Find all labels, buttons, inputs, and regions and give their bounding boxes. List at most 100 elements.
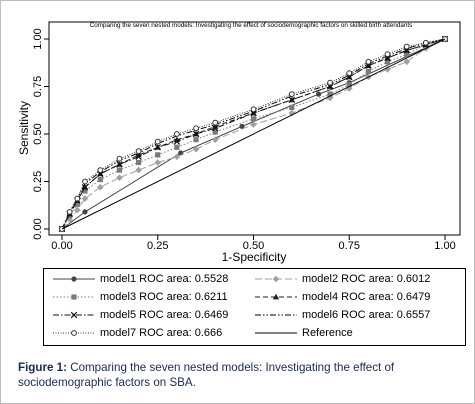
data-point-model7 bbox=[250, 106, 257, 113]
data-point-model7 bbox=[212, 119, 219, 126]
legend-swatch-marker bbox=[272, 293, 280, 300]
data-point-model7 bbox=[327, 79, 334, 86]
series-line-model3 bbox=[61, 38, 446, 230]
data-point-model3 bbox=[346, 82, 352, 88]
roc-chart: Comparing the seven nested models: Inves… bbox=[17, 21, 461, 264]
data-point-model2 bbox=[173, 153, 181, 161]
data-point-model3 bbox=[82, 188, 88, 194]
y-tick-label: 0.00 bbox=[32, 218, 44, 239]
data-point-model3 bbox=[136, 159, 142, 166]
legend-item-model1: model1 ROC area: 0.5528 bbox=[52, 272, 228, 286]
legend-item-model4: model4 ROC area: 0.6479 bbox=[254, 290, 430, 304]
data-point-model7 bbox=[174, 131, 180, 137]
figure-caption: Figure 1: Comparing the seven nested mod… bbox=[18, 360, 458, 390]
legend-label: model1 ROC area: 0.5528 bbox=[100, 273, 229, 285]
data-point-model5 bbox=[116, 161, 123, 168]
legend-item-model6: model6 ROC area: 0.6557 bbox=[254, 308, 430, 322]
data-point-model2 bbox=[74, 206, 81, 214]
data-point-model7 bbox=[66, 209, 73, 215]
data-point-model7 bbox=[97, 167, 104, 174]
data-point-model3 bbox=[289, 104, 295, 110]
data-point-model2 bbox=[403, 58, 410, 66]
data-point-model2 bbox=[192, 145, 200, 153]
data-point-model2 bbox=[97, 183, 104, 191]
data-point-model2 bbox=[154, 159, 162, 166]
data-point-model1 bbox=[239, 123, 245, 129]
data-point-model3 bbox=[74, 201, 80, 207]
data-point-model3 bbox=[365, 68, 371, 74]
caption-label: Figure 1: bbox=[18, 361, 67, 374]
legend-swatch bbox=[53, 311, 95, 319]
data-point-model3 bbox=[174, 144, 180, 150]
data-point-model7 bbox=[74, 195, 81, 202]
data-point-model7 bbox=[365, 58, 372, 65]
data-point-model7 bbox=[135, 148, 142, 155]
legend-swatch bbox=[255, 314, 297, 316]
x-tick-label: 0.25 bbox=[147, 240, 168, 252]
series-line-reference bbox=[61, 38, 446, 230]
legend-swatch bbox=[53, 330, 95, 336]
x-ticks: 0.00 0.25 0.50 0.75 1.00 bbox=[51, 235, 456, 252]
data-point-model2 bbox=[384, 66, 391, 73]
data-point-model7 bbox=[288, 91, 295, 97]
legend-swatch-marker bbox=[71, 276, 77, 282]
x-tick-label: 1.00 bbox=[434, 240, 455, 252]
series-lines bbox=[58, 35, 449, 233]
legend-swatch bbox=[255, 275, 297, 283]
legend-label: model3 ROC area: 0.6211 bbox=[100, 291, 228, 303]
y-tick-label: 0.50 bbox=[32, 123, 44, 144]
data-point-model7 bbox=[422, 39, 429, 46]
chart-title: Comparing the seven nested models: Inves… bbox=[90, 22, 413, 29]
legend-swatch-marker bbox=[70, 311, 78, 319]
plot-frame bbox=[48, 21, 461, 236]
x-tick-label: 0.75 bbox=[339, 240, 360, 252]
data-point-model5 bbox=[154, 144, 161, 151]
data-point-model7 bbox=[116, 155, 123, 162]
data-point-model2 bbox=[211, 136, 219, 143]
data-point-model5 bbox=[135, 153, 142, 161]
legend-swatch-marker bbox=[272, 275, 280, 283]
data-point-model2 bbox=[250, 121, 257, 128]
legend-item-model3: model3 ROC area: 0.6211 bbox=[52, 290, 228, 304]
legend-item-reference: Reference bbox=[254, 326, 353, 340]
data-point-model1 bbox=[82, 209, 88, 215]
data-point-model2 bbox=[288, 109, 296, 117]
x-axis-label: 1-Specificity bbox=[222, 250, 287, 264]
data-point-model3 bbox=[250, 116, 257, 122]
data-point-model5 bbox=[173, 138, 181, 145]
y-axis-label: Sensitivity bbox=[17, 101, 31, 155]
data-point-model7 bbox=[154, 138, 161, 145]
legend-item-model5: model5 ROC area: 0.6469 bbox=[52, 308, 228, 322]
legend-label: Reference bbox=[302, 327, 353, 339]
data-point-model3 bbox=[212, 129, 218, 135]
data-point-model3 bbox=[97, 177, 103, 183]
legend-swatch bbox=[53, 294, 95, 300]
data-point-model5 bbox=[211, 125, 219, 132]
legend-label: model4 ROC area: 0.6479 bbox=[302, 291, 431, 303]
caption-text: Comparing the seven nested models: Inves… bbox=[18, 361, 395, 389]
legend-item-model7: model7 ROC area: 0.666 bbox=[52, 326, 222, 340]
legend-swatch bbox=[255, 293, 297, 300]
legend-swatch-marker bbox=[71, 330, 77, 336]
data-point-model5 bbox=[81, 183, 89, 191]
data-point-model2 bbox=[116, 174, 123, 181]
series-model7 bbox=[59, 36, 448, 232]
legend-label: model7 ROC area: 0.666 bbox=[100, 327, 223, 339]
y-tick-label: 0.75 bbox=[32, 76, 44, 97]
legend-swatch bbox=[53, 276, 95, 282]
data-point-model3 bbox=[384, 59, 391, 65]
data-point-model1 bbox=[316, 91, 322, 97]
data-point-model3 bbox=[404, 51, 410, 57]
data-point-model3 bbox=[327, 91, 333, 97]
legend-swatch bbox=[255, 332, 297, 334]
x-tick-label: 0.50 bbox=[243, 240, 264, 252]
series-reference bbox=[61, 38, 446, 230]
series-line-model2 bbox=[61, 38, 446, 230]
legend-label: model6 ROC area: 0.6557 bbox=[302, 309, 431, 321]
data-point-model7 bbox=[82, 178, 88, 185]
y-tick-label: 1.00 bbox=[32, 28, 44, 49]
data-point-model7 bbox=[403, 43, 410, 50]
data-point-model7 bbox=[346, 70, 353, 77]
y-ticks: 0.00 0.25 0.50 0.75 1.00 bbox=[32, 28, 49, 240]
data-point-model7 bbox=[384, 51, 391, 58]
